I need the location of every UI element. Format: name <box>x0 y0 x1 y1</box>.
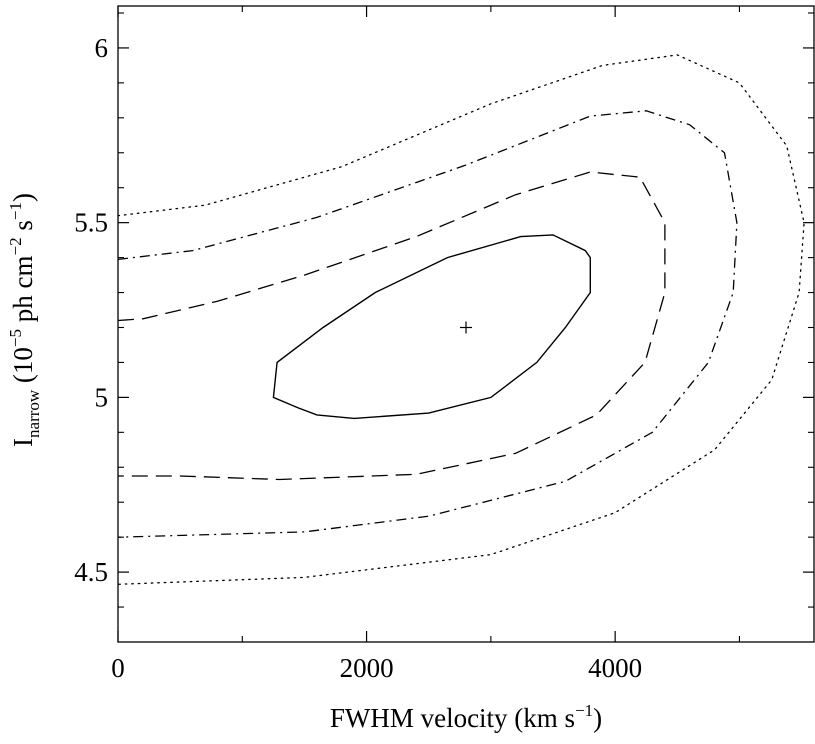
ticks-layer <box>117 6 814 642</box>
x-tick-label: 0 <box>111 653 125 683</box>
y-axis-title: Inarrow (10−5 ph cm−2 s−1) <box>6 193 43 447</box>
contour-2sigma <box>117 171 666 481</box>
contour-3sigma <box>117 110 738 538</box>
y-axis-title-sup1: −5 <box>6 329 25 347</box>
y-axis-title-sup2: −2 <box>6 237 25 255</box>
contours-layer <box>117 54 805 585</box>
x-axis-title-main: FWHM velocity (km s <box>330 703 575 733</box>
x-tick-label: 4000 <box>588 653 642 683</box>
x-axis-title-close: ) <box>593 703 602 733</box>
y-tick-label: 5.5 <box>74 208 108 238</box>
plot-frame <box>117 5 815 643</box>
y-axis-title-close: ) <box>8 193 38 202</box>
y-axis-title-sub: narrow <box>24 389 43 438</box>
x-axis-title: FWHM velocity (km s−1) <box>330 701 602 733</box>
best-fit-marker <box>460 321 472 334</box>
y-axis-title-main: I <box>8 438 38 447</box>
y-tick-label: 6 <box>95 33 109 63</box>
contour-1sigma <box>272 234 591 420</box>
x-tick-label: 2000 <box>340 653 394 683</box>
labels-layer: 0 2000 4000 4.5 5 5.5 6 <box>74 33 642 683</box>
y-axis-title-mid2: s <box>8 220 38 237</box>
contour-4sigma <box>117 54 805 585</box>
y-axis-title-sup3: −1 <box>6 202 25 220</box>
y-tick-label: 5 <box>95 382 109 412</box>
y-tick-label: 4.5 <box>74 557 108 587</box>
y-axis-title-rest: (10 <box>8 347 38 390</box>
marker-layer <box>460 321 472 334</box>
y-axis-title-mid: ph cm <box>8 255 38 329</box>
x-axis-title-sup: −1 <box>575 701 593 720</box>
